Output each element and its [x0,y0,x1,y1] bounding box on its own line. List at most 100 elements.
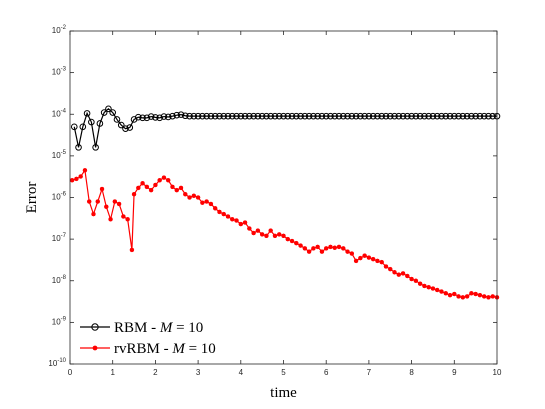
data-point [255,228,261,233]
data-point [388,266,393,272]
data-point [486,295,491,300]
data-point [315,244,320,250]
data-point [241,112,249,120]
data-point [349,251,355,256]
x-tick-label: 2 [153,368,158,377]
data-point [100,109,108,116]
series-rbm [70,105,501,151]
data-point [221,211,226,217]
data-point [254,112,262,120]
data-point [105,105,112,113]
data-point [211,112,219,120]
data-point [173,111,181,119]
data-point [208,201,214,207]
data-point [259,232,265,237]
data-point [341,246,346,251]
data-point [181,112,189,120]
data-point [109,109,116,116]
data-point [234,218,239,223]
data-point [456,294,461,299]
data-point [421,112,428,120]
data-point [361,112,368,120]
data-point [485,112,492,120]
data-point [280,112,287,120]
data-point [429,112,437,120]
data-point [233,112,240,120]
data-point [323,246,329,251]
data-point [306,249,312,254]
data-point [116,201,122,207]
legend: RBM - M = 10 rvRBM - M = 10 [80,320,216,357]
data-point [224,112,232,120]
data-point [272,233,278,239]
data-point [263,112,270,120]
data-point [152,114,159,121]
data-point [228,112,236,120]
data-point [126,124,134,131]
data-point [409,276,414,282]
data-point [186,112,193,120]
data-point [203,112,210,120]
data-point [195,195,201,200]
data-point [430,286,436,291]
data-point [426,284,431,290]
data-point [161,175,167,180]
y-axis-label: Error [24,182,40,214]
data-point [345,249,350,254]
data-point [160,113,168,120]
y-tick-label: 10-4 [52,108,67,118]
tick-layer: 0 1 2 3 4 5 6 7 8 9 10 10-10 10-9 10-8 10-7 10-6 10-5 10-… [48,25,502,377]
data-point [472,112,479,120]
data-point [88,118,95,126]
y-tick-label: 10-7 [52,233,67,243]
x-tick-label: 0 [68,368,73,377]
data-point [91,211,96,217]
data-point [143,114,151,122]
data-point [284,112,292,120]
x-tick-label: 10 [493,368,502,377]
data-point [268,228,273,233]
data-point [75,144,82,151]
data-point [447,292,453,298]
data-point [477,292,483,298]
data-point [375,258,380,264]
data-point [451,112,458,120]
data-point [443,291,449,296]
x-tick-label: 7 [367,368,372,377]
data-point [117,121,125,129]
data-point [271,112,279,120]
data-point [481,294,487,299]
data-point [391,112,398,120]
data-point [480,112,488,120]
data-point [238,221,244,227]
data-point [408,112,415,120]
y-tick-label: 10-5 [52,150,67,160]
x-tick-label: 3 [196,368,201,377]
data-point [190,112,198,120]
data-point [216,112,223,120]
data-point [258,112,266,120]
data-point [95,199,101,204]
data-point [314,112,321,120]
data-point [70,123,78,131]
data-point [148,187,154,193]
data-point [395,112,403,120]
y-tick-label: 10-8 [52,275,67,285]
data-point [187,195,192,200]
data-point [183,191,188,197]
data-point [165,177,171,183]
data-point [164,113,172,121]
y-tick-label: 10-3 [52,67,67,77]
data-point [199,112,206,120]
data-point [177,111,185,118]
data-point [344,112,351,120]
data-point [362,253,367,258]
data-point [386,112,394,120]
data-point [405,273,410,279]
data-point [157,177,162,183]
data-point [250,112,257,120]
data-point [383,264,389,269]
x-tick-label: 8 [409,368,414,377]
data-point [275,112,283,120]
